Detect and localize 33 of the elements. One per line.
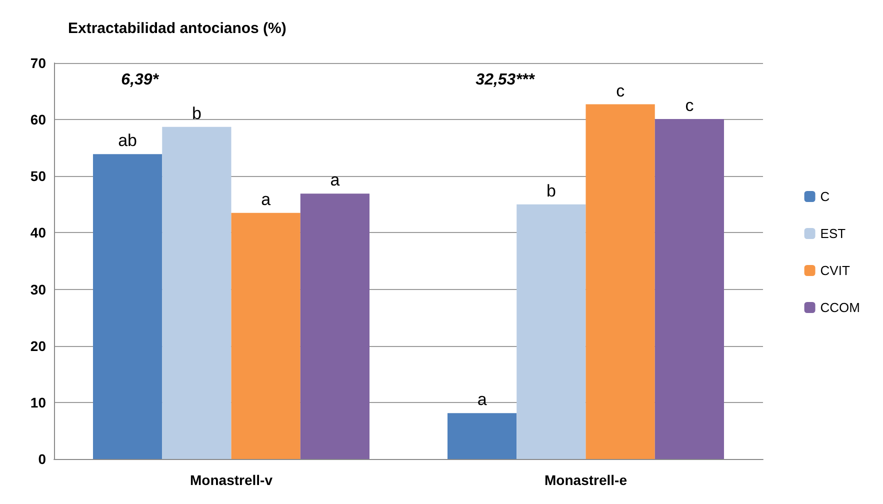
bar [300, 194, 370, 459]
bar [654, 119, 724, 459]
legend-label: C [820, 189, 830, 204]
y-tick-label: 0 [38, 451, 46, 467]
bar [516, 204, 586, 459]
legend-label: EST [820, 226, 846, 241]
legend-label: CCOM [820, 300, 860, 315]
data-label: a [477, 390, 488, 410]
chart-title: Extractabilidad antocianos (%) [68, 20, 286, 37]
data-label: a [261, 190, 272, 209]
bar [447, 413, 517, 459]
data-label: c [616, 81, 626, 100]
x-tick-label: Monastrell-v [190, 472, 273, 488]
y-tick-label: 70 [30, 55, 46, 71]
annotation: 6,39* [121, 72, 160, 88]
y-tick-label: 30 [30, 281, 46, 298]
data-label: a [330, 170, 340, 190]
data-label: ab [118, 131, 138, 150]
y-tick-label: 50 [30, 168, 46, 184]
data-label: c [685, 96, 694, 116]
y-tick-label: 40 [30, 224, 46, 241]
y-tick-label: 10 [30, 394, 46, 410]
legend-label: CVIT [820, 263, 850, 278]
bar [231, 212, 300, 459]
data-label: b [546, 181, 556, 200]
y-tick-label: 20 [30, 338, 46, 354]
x-tick-label: Monastrell-e [544, 472, 628, 488]
annotation: 32,53*** [476, 72, 536, 88]
bar [162, 126, 232, 459]
y-tick-label: 60 [30, 112, 46, 128]
bar [586, 104, 655, 459]
bar [92, 154, 162, 459]
data-label: b [192, 104, 202, 123]
